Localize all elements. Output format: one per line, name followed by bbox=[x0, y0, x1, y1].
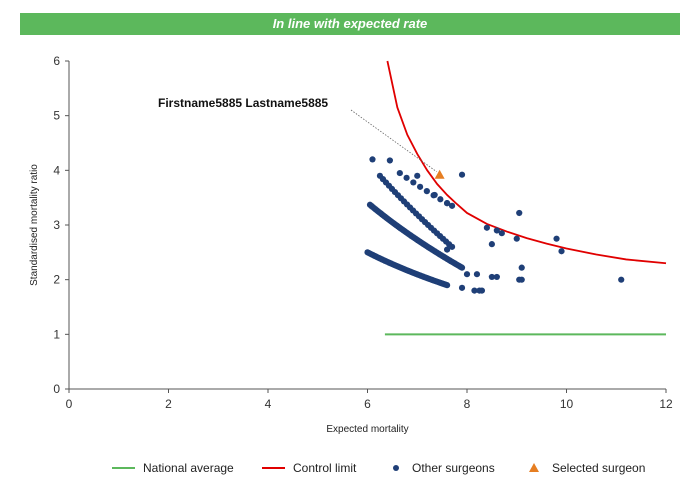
other-surgeon-point bbox=[414, 172, 421, 179]
other-surgeon-point bbox=[396, 169, 403, 177]
other-surgeon-point bbox=[516, 209, 523, 217]
other-surgeon-point bbox=[518, 276, 525, 283]
axes bbox=[68, 61, 666, 390]
other-surgeon-point bbox=[410, 179, 417, 186]
legend-label-selected: Selected surgeon bbox=[552, 461, 645, 475]
control-limit-curve bbox=[386, 60, 667, 265]
other-surgeon-point bbox=[513, 235, 520, 242]
legend-item-control: Control limit bbox=[262, 461, 357, 475]
legend-item-national: National average bbox=[112, 461, 234, 475]
other-surgeon-point bbox=[553, 235, 560, 242]
other-surgeon-point bbox=[386, 157, 393, 164]
y-tick-label: 5 bbox=[53, 109, 60, 123]
other-surgeon-point bbox=[416, 183, 424, 190]
other-surgeon-point bbox=[444, 200, 451, 207]
other-surgeon-point bbox=[558, 248, 565, 255]
legend-swatch-others bbox=[393, 465, 399, 471]
other-surgeon-point bbox=[473, 271, 481, 278]
other-surgeon-point bbox=[437, 196, 444, 203]
other-surgeon-point bbox=[448, 202, 456, 209]
y-tick-label: 6 bbox=[53, 54, 60, 68]
legend-item-others: Other surgeons bbox=[393, 461, 495, 475]
other-surgeon-point bbox=[448, 243, 456, 250]
x-tick-label: 10 bbox=[560, 397, 574, 411]
other-surgeon-point bbox=[403, 174, 410, 181]
other-surgeon-point bbox=[458, 284, 466, 291]
other-surgeon-point bbox=[518, 264, 525, 271]
series-layer bbox=[364, 60, 667, 336]
selected-surgeon-annotation: Firstname5885 Lastname5885 bbox=[158, 96, 437, 173]
x-axis-title: Expected mortality bbox=[326, 424, 408, 435]
other-surgeon-point bbox=[483, 224, 490, 231]
legend-label-control: Control limit bbox=[293, 461, 357, 475]
x-tick-label: 4 bbox=[265, 397, 272, 411]
other-surgeon-point bbox=[458, 171, 466, 178]
y-tick-label: 2 bbox=[53, 273, 60, 287]
other-surgeon-point bbox=[423, 188, 430, 195]
other-surgeon-point bbox=[493, 273, 500, 281]
other-surgeon-point bbox=[431, 191, 438, 199]
other-surgeon-point bbox=[498, 230, 505, 237]
x-tick-label: 0 bbox=[66, 397, 73, 411]
selected-surgeon-point bbox=[434, 169, 445, 179]
other-surgeon-point bbox=[444, 282, 451, 289]
selected-surgeon-label: Firstname5885 Lastname5885 bbox=[158, 96, 328, 110]
y-tick-label: 0 bbox=[53, 382, 60, 396]
other-surgeon-point bbox=[618, 276, 625, 283]
other-surgeon-point bbox=[471, 287, 478, 294]
y-tick-label: 4 bbox=[53, 163, 60, 177]
y-tick-label: 1 bbox=[53, 327, 60, 341]
legend: National average Control limit Other sur… bbox=[112, 461, 645, 475]
legend-swatch-selected bbox=[529, 463, 539, 472]
other-surgeon-point bbox=[488, 273, 495, 281]
x-tick-label: 8 bbox=[464, 397, 471, 411]
y-tick-label: 3 bbox=[53, 218, 60, 232]
annotation-leader-line bbox=[350, 109, 437, 173]
other-surgeon-point bbox=[458, 264, 466, 271]
tick-marks bbox=[65, 60, 667, 393]
other-surgeon-point bbox=[488, 241, 495, 248]
legend-label-national: National average bbox=[143, 461, 234, 475]
other-surgeon-point bbox=[493, 227, 500, 234]
other-surgeon-point bbox=[444, 246, 451, 253]
status-banner: In line with expected rate bbox=[20, 13, 680, 35]
legend-label-others: Other surgeons bbox=[412, 461, 495, 475]
x-tick-label: 2 bbox=[165, 397, 172, 411]
y-axis-title: Standardised mortality ratio bbox=[29, 164, 40, 286]
x-tick-label: 12 bbox=[659, 397, 673, 411]
other-surgeon-point bbox=[369, 156, 376, 163]
other-surgeon-point bbox=[463, 271, 471, 278]
other-surgeon-point bbox=[478, 287, 486, 294]
legend-item-selected: Selected surgeon bbox=[529, 461, 645, 475]
x-tick-label: 6 bbox=[364, 397, 371, 411]
